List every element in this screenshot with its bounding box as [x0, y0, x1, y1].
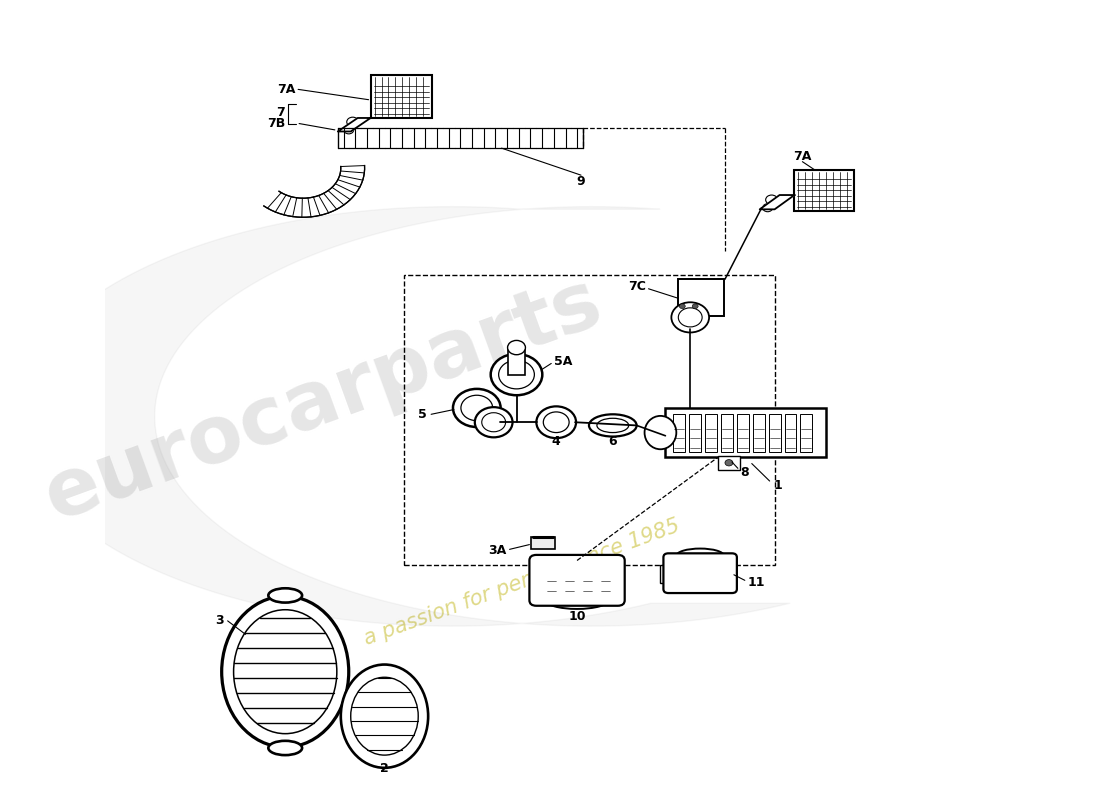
- Circle shape: [680, 304, 685, 309]
- Text: 3A: 3A: [488, 545, 507, 558]
- Ellipse shape: [645, 416, 676, 450]
- Bar: [666, 408, 826, 457]
- Circle shape: [491, 354, 542, 395]
- Polygon shape: [760, 195, 794, 210]
- Bar: [582, 568, 594, 595]
- Circle shape: [507, 341, 526, 354]
- Ellipse shape: [222, 596, 349, 747]
- Circle shape: [482, 413, 506, 432]
- Bar: [769, 414, 781, 452]
- Text: 11: 11: [748, 576, 766, 590]
- Bar: [737, 414, 749, 452]
- Text: a passion for performance 1985: a passion for performance 1985: [361, 516, 682, 650]
- Text: 3: 3: [214, 614, 223, 627]
- Ellipse shape: [597, 418, 629, 433]
- Circle shape: [344, 126, 354, 134]
- Text: 10: 10: [569, 610, 586, 622]
- Bar: [679, 279, 724, 316]
- Circle shape: [679, 308, 702, 327]
- Bar: [507, 347, 526, 374]
- Circle shape: [461, 395, 493, 421]
- Ellipse shape: [676, 549, 724, 563]
- Circle shape: [537, 406, 576, 438]
- Text: 9: 9: [576, 175, 585, 188]
- Text: 4: 4: [552, 435, 561, 448]
- Ellipse shape: [268, 741, 302, 755]
- Ellipse shape: [233, 610, 337, 734]
- Text: 7A: 7A: [793, 150, 812, 163]
- Text: 8: 8: [740, 466, 748, 478]
- Circle shape: [692, 304, 698, 309]
- Text: 6: 6: [608, 435, 617, 448]
- Bar: [705, 414, 717, 452]
- Bar: [660, 566, 672, 582]
- Text: 7: 7: [276, 106, 285, 119]
- Bar: [564, 568, 576, 595]
- Text: 1: 1: [773, 478, 782, 491]
- Text: 7B: 7B: [267, 117, 285, 130]
- FancyBboxPatch shape: [529, 555, 625, 606]
- Text: 2: 2: [381, 762, 389, 775]
- Bar: [547, 568, 558, 595]
- Ellipse shape: [341, 665, 428, 768]
- Text: 7A: 7A: [277, 83, 295, 96]
- Bar: [673, 414, 685, 452]
- Text: 7C: 7C: [628, 280, 646, 293]
- Text: 5: 5: [418, 408, 427, 421]
- Bar: [371, 75, 432, 118]
- Circle shape: [475, 407, 513, 438]
- Bar: [690, 414, 701, 452]
- Circle shape: [671, 302, 710, 333]
- Bar: [794, 170, 854, 211]
- Ellipse shape: [546, 591, 608, 609]
- Circle shape: [766, 195, 778, 205]
- Circle shape: [453, 389, 500, 427]
- Polygon shape: [264, 166, 364, 218]
- FancyBboxPatch shape: [663, 554, 737, 593]
- Text: eurocarparts: eurocarparts: [34, 263, 613, 537]
- Bar: [405, 275, 774, 566]
- Polygon shape: [338, 118, 371, 131]
- Text: 5A: 5A: [554, 355, 573, 368]
- Ellipse shape: [588, 414, 637, 437]
- Ellipse shape: [268, 588, 302, 602]
- Bar: [718, 456, 740, 470]
- Circle shape: [725, 459, 733, 466]
- Bar: [720, 414, 733, 452]
- Ellipse shape: [351, 678, 418, 755]
- Circle shape: [346, 117, 359, 126]
- Bar: [784, 414, 796, 452]
- Circle shape: [498, 360, 535, 389]
- Circle shape: [543, 412, 569, 433]
- Bar: [801, 414, 812, 452]
- Bar: [531, 537, 556, 550]
- Circle shape: [762, 204, 772, 212]
- Bar: [600, 568, 612, 595]
- Bar: [752, 414, 764, 452]
